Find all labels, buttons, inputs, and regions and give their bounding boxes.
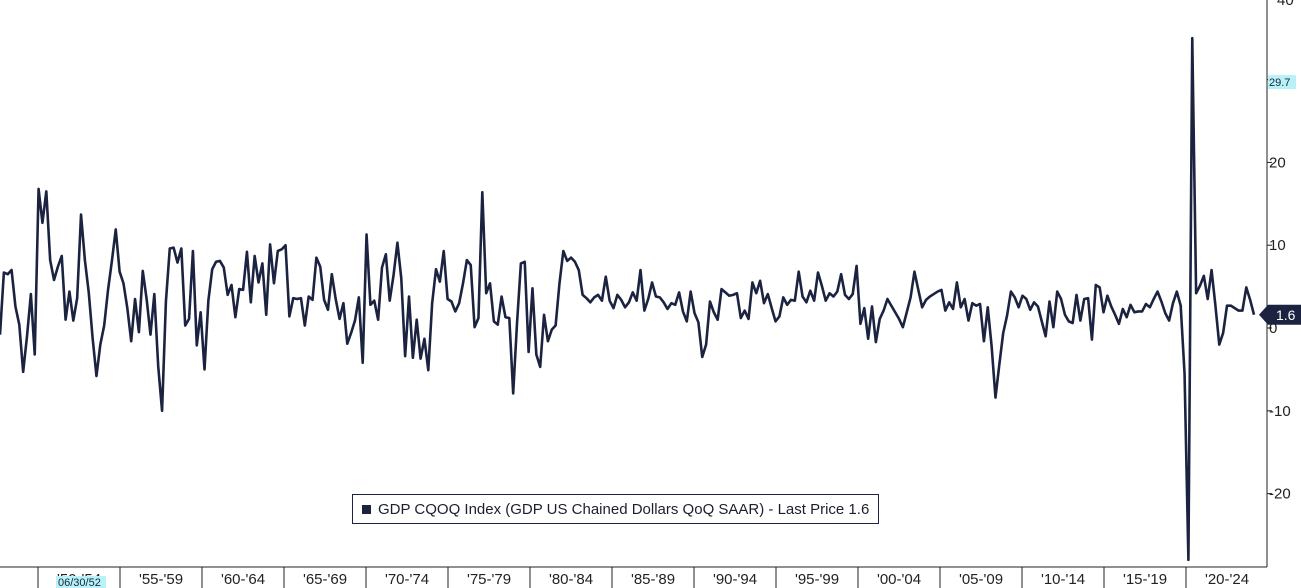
y-tick-label: 0 (1269, 320, 1277, 337)
x-period-label: '60-'64 (221, 571, 265, 588)
flag-last-price: 1.6 (1259, 304, 1301, 325)
x-period-label: '15-'19 (1123, 571, 1167, 588)
y-axis: -20 -10 0 10 20 40 29.7 1.6 (1259, 0, 1301, 567)
x-period-label: '10-'14 (1041, 571, 1085, 588)
flag-label: 1.6 (1276, 307, 1296, 323)
flag-box (1268, 75, 1296, 90)
start-date-label: 06/30/52 (58, 577, 101, 588)
x-period-label: '70-'74 (385, 571, 429, 588)
start-date-box (56, 576, 106, 588)
x-period-label: '05-'09 (959, 571, 1003, 588)
x-period-label: '80-'84 (549, 571, 593, 588)
x-period-label: '75-'79 (467, 571, 511, 588)
x-period-label: '95-'99 (795, 571, 839, 588)
flag-box (1259, 304, 1301, 325)
legend-swatch (362, 504, 371, 514)
x-period-label: '00-'04 (877, 571, 921, 588)
y-tick-label: -20 (1269, 486, 1291, 503)
series-line-gdp (0, 36, 1256, 562)
y-tick-label: 20 (1269, 154, 1286, 171)
y-tick-label-top: 40 (1277, 0, 1294, 9)
start-date-flag: 06/30/52 (56, 576, 106, 588)
x-period-label: '20-'24 (1205, 571, 1249, 588)
y-tick-label: 10 (1269, 237, 1286, 254)
x-period-label: '55-'59 (139, 571, 183, 588)
x-period-label: '85-'89 (631, 571, 675, 588)
y-tick-label: -10 (1269, 403, 1291, 420)
x-period-label: '90-'94 (713, 571, 757, 588)
plot-area (0, 36, 1256, 562)
legend: GDP CQOQ Index (GDP US Chained Dollars Q… (352, 494, 880, 524)
flag-29-7: 29.7 (1268, 75, 1296, 90)
x-period-label: '65-'69 (303, 571, 347, 588)
flag-label: 29.7 (1269, 77, 1290, 89)
x-axis: '50-'54'55-'59'60-'64'65-'69'70-'74'75-'… (0, 566, 1267, 588)
legend-label: GDP CQOQ Index (GDP US Chained Dollars Q… (378, 500, 870, 518)
